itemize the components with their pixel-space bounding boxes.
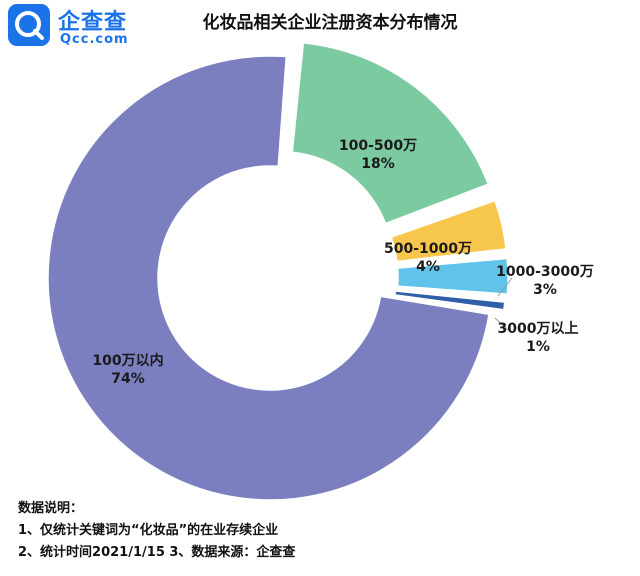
notes-line-1: 1、仅统计关键词为“化妆品”的在业存续企业 <box>18 523 279 538</box>
slice-label-1: 100-500万 <box>339 138 417 154</box>
leader-line-4 <box>494 317 509 331</box>
donut-slice-3 <box>396 257 509 295</box>
donut-slice-0 <box>47 55 490 501</box>
donut-slice-4 <box>394 290 506 311</box>
donut-slice-1 <box>291 42 490 225</box>
data-notes: 数据说明： 1、仅统计关键词为“化妆品”的在业存续企业 2、统计时间2021/1… <box>18 498 295 564</box>
logo-subtitle: Qcc.com <box>60 32 129 47</box>
chart-title: 化妆品相关企业注册资本分布情况 <box>202 13 458 33</box>
slice-value-3: 3% <box>533 282 557 298</box>
notes-heading: 数据说明： <box>18 501 84 516</box>
brand-logo: 企查查 Qcc.com <box>8 4 158 50</box>
slice-value-0: 74% <box>111 371 145 387</box>
slice-label-2: 500-1000万 <box>384 241 472 257</box>
slice-label-0: 100万以内 <box>92 352 163 369</box>
slice-value-2: 4% <box>416 259 440 275</box>
notes-line-2: 2、统计时间2021/1/15 3、数据来源：企查查 <box>18 545 296 560</box>
donut-slice-2 <box>390 199 507 263</box>
slice-label-4: 3000万以上 <box>498 321 579 337</box>
slice-label-3: 1000-3000万 <box>496 264 594 280</box>
slice-value-4: 1% <box>526 339 550 355</box>
logo-name: 企查查 <box>58 10 128 35</box>
leader-line-3 <box>497 277 513 297</box>
qcc-logo-icon <box>8 4 50 46</box>
slice-value-1: 18% <box>361 156 395 172</box>
